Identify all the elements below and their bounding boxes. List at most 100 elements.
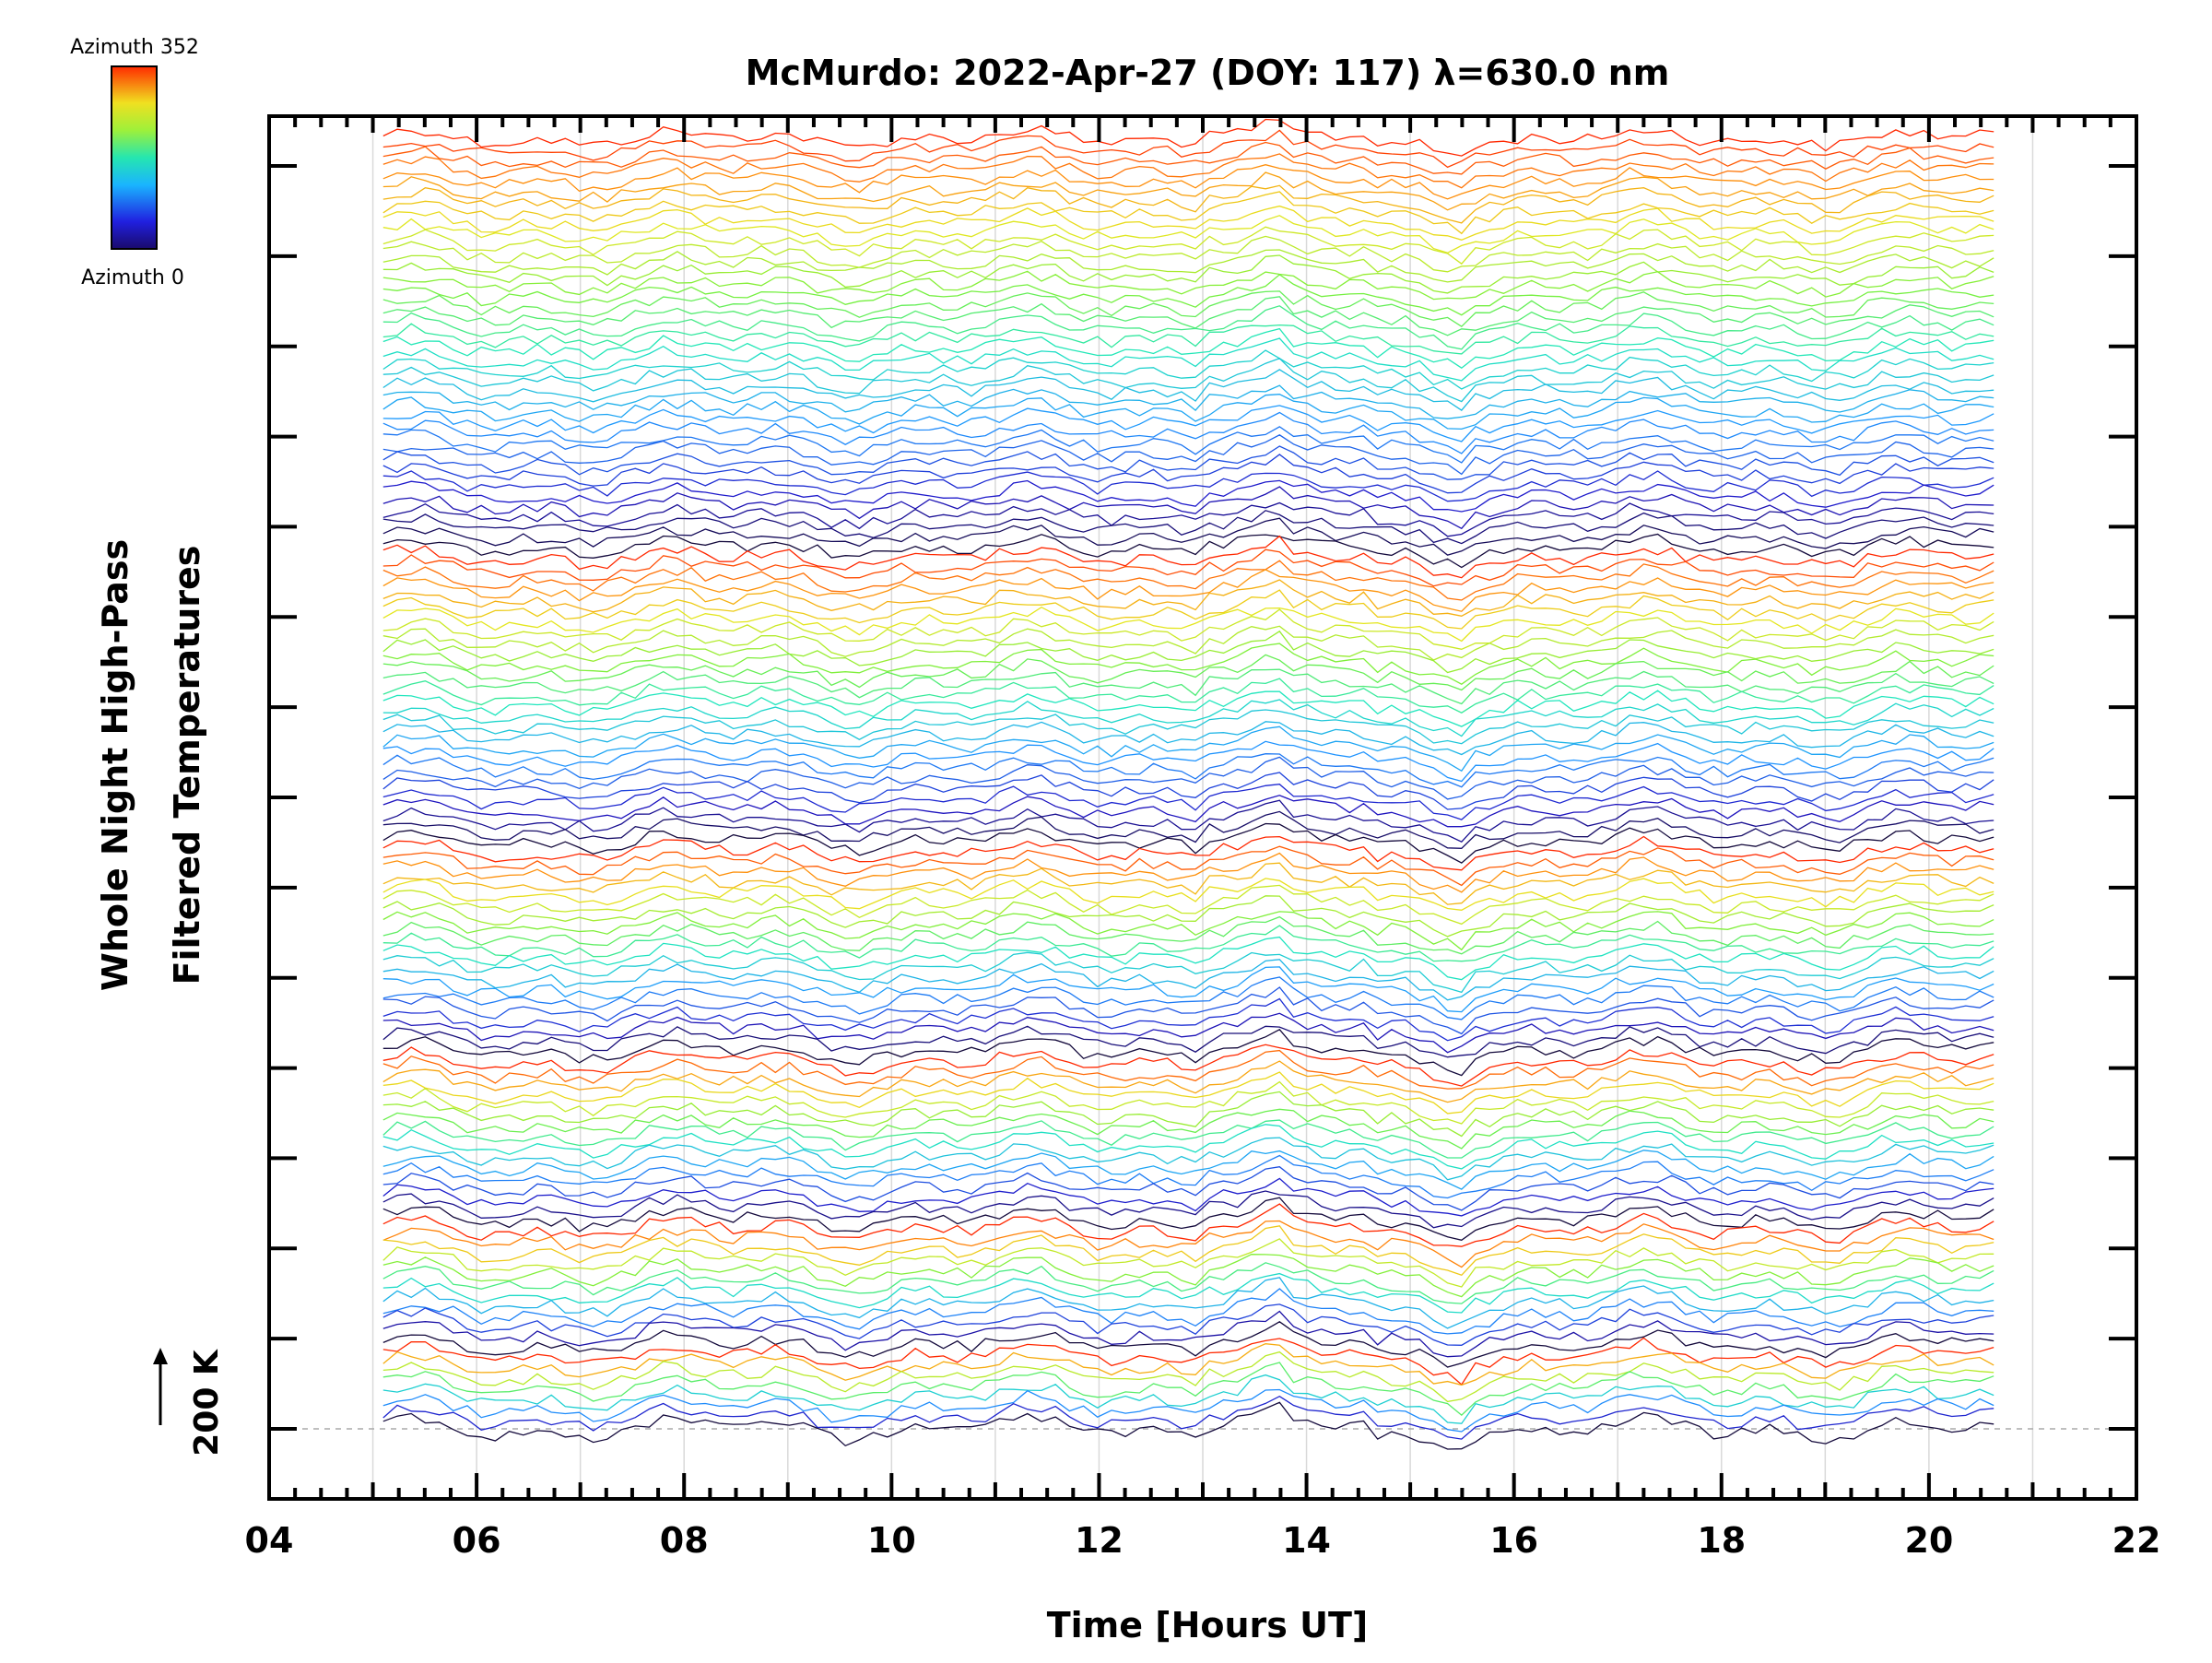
- temperature-trace: [382, 164, 1994, 200]
- temperature-trace: [382, 358, 1994, 403]
- scale-indicator: 200 K: [153, 1348, 226, 1457]
- temperature-trace: [382, 479, 1994, 513]
- temperature-trace: [382, 290, 1994, 328]
- temperature-trace: [382, 1288, 1994, 1335]
- temperature-trace: [382, 1220, 1994, 1268]
- temperature-trace: [382, 740, 1994, 783]
- temperature-trace: [382, 1177, 1994, 1217]
- temperature-trace: [382, 1071, 1994, 1115]
- temperature-trace: [382, 1362, 1994, 1416]
- temperature-trace: [382, 1150, 1994, 1190]
- x-tick-label: 14: [1282, 1520, 1331, 1561]
- temperature-trace: [382, 486, 1994, 530]
- x-tick-label: 10: [867, 1520, 916, 1561]
- colorbar-gradient: [111, 65, 158, 250]
- temperature-trace: [382, 1388, 1994, 1433]
- temperature-trace: [382, 1262, 1994, 1304]
- temperature-trace: [382, 884, 1994, 926]
- temperature-trace: [382, 1272, 1994, 1314]
- temperature-trace: [382, 699, 1994, 737]
- temperature-trace: [382, 405, 1994, 442]
- temperature-trace: [382, 997, 1994, 1042]
- temperature-trace: [382, 454, 1994, 494]
- x-tick-label: 04: [245, 1520, 294, 1561]
- temperature-trace: [382, 986, 1994, 1035]
- temperature-trace: [382, 915, 1994, 955]
- temperature-trace: [382, 426, 1994, 464]
- temperature-trace: [382, 153, 1994, 189]
- temperature-trace: [382, 141, 1994, 175]
- temperature-trace: [382, 911, 1994, 951]
- temperature-trace: [382, 1012, 1994, 1054]
- temperature-trace: [382, 411, 1994, 454]
- temperature-trace: [382, 1091, 1994, 1138]
- temperature-trace: [382, 959, 1994, 1001]
- temperature-trace: [382, 1166, 1994, 1211]
- temperature-trace: [382, 470, 1994, 502]
- temperature-trace: [382, 1060, 1994, 1103]
- temperature-trace: [382, 1203, 1994, 1247]
- temperature-trace: [382, 254, 1994, 294]
- temperature-trace: [382, 249, 1994, 283]
- temperature-trace: [382, 822, 1994, 864]
- colorbar: Azimuth 352 Azimuth 0: [70, 36, 199, 289]
- temperature-trace: [382, 630, 1994, 674]
- temperature-trace: [382, 589, 1994, 630]
- temperature-trace: [382, 535, 1994, 579]
- temperature-trace: [382, 862, 1994, 905]
- temperature-trace: [382, 1337, 1994, 1386]
- temperature-trace: [382, 1395, 1994, 1440]
- temperature-trace: [382, 1310, 1994, 1358]
- temperature-trace: [382, 678, 1994, 714]
- temperature-trace: [382, 129, 1994, 169]
- temperature-trace: [382, 878, 1994, 911]
- temperature-trace: [382, 569, 1994, 612]
- temperature-trace: [382, 1025, 1994, 1058]
- x-axis-label: Time [Hours UT]: [1047, 1605, 1369, 1645]
- temperature-trace: [382, 501, 1994, 537]
- temperature-trace: [382, 349, 1994, 390]
- colorbar-bottom-label: Azimuth 0: [81, 266, 184, 289]
- temperature-trace: [382, 1154, 1994, 1199]
- plot-axes: 04 06 08 10 12 14 16 18 20 22: [245, 114, 2161, 1561]
- temperature-trace: [382, 772, 1994, 810]
- x-tick-label: 22: [2112, 1520, 2161, 1561]
- temperature-trace: [382, 721, 1994, 756]
- temperature-trace: [382, 118, 1994, 157]
- x-tick-label: 06: [453, 1520, 501, 1561]
- temperature-trace: [382, 337, 1994, 382]
- temperature-trace: [382, 845, 1994, 887]
- temperature-trace: [382, 795, 1994, 828]
- temperature-trace: [382, 709, 1994, 745]
- scale-label: 200 K: [188, 1349, 226, 1457]
- temperature-trace: [382, 533, 1994, 569]
- temperature-trace: [382, 835, 1994, 871]
- x-tick-label: 20: [1904, 1520, 1953, 1561]
- temperature-trace: [382, 608, 1994, 650]
- temperature-trace: [382, 1197, 1994, 1242]
- temperature-trace: [382, 1044, 1994, 1087]
- temperature-trace: [382, 799, 1994, 843]
- temperature-trace: [382, 1119, 1994, 1159]
- temperature-trace: [382, 579, 1994, 617]
- x-tick-label: 18: [1697, 1520, 1746, 1561]
- temperature-trace: [382, 966, 1994, 1013]
- temperature-trace: [382, 305, 1994, 350]
- temperature-trace: [382, 235, 1994, 273]
- x-tick-label: 08: [660, 1520, 709, 1561]
- temperature-trace: [382, 560, 1994, 601]
- temperature-trace: [382, 810, 1994, 849]
- temperature-trace: [382, 753, 1994, 788]
- temperature-trace: [382, 1374, 1994, 1424]
- temperature-trace: [382, 606, 1994, 643]
- temperature-trace: [382, 270, 1994, 301]
- scale-arrow-head: [153, 1348, 168, 1364]
- temperature-trace: [382, 274, 1994, 316]
- colorbar-top-label: Azimuth 352: [70, 36, 199, 59]
- temperature-trace: [382, 1350, 1994, 1403]
- temperature-trace: [382, 369, 1994, 411]
- temperature-trace: [382, 226, 1994, 265]
- temperature-trace: [382, 1303, 1994, 1346]
- temperature-trace: [382, 323, 1994, 355]
